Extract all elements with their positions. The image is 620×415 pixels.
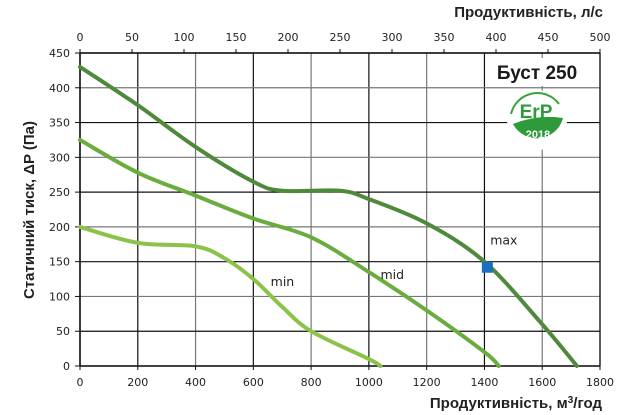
y-tick-label: 0 bbox=[63, 360, 70, 373]
curve-mid bbox=[78, 137, 501, 368]
performance-curves bbox=[78, 64, 579, 368]
svg-text:ErP: ErP bbox=[520, 102, 553, 123]
y-tick-label: 100 bbox=[49, 290, 70, 303]
x-axis-ticks-ls: 0 50 100 150 200 250 300 350 400 450 500 bbox=[77, 31, 611, 53]
x-top-tick-label: 50 bbox=[125, 31, 139, 44]
y-tick-label: 450 bbox=[49, 47, 70, 60]
x-tick-label: 1200 bbox=[413, 376, 441, 389]
x-top-tick-label: 300 bbox=[382, 31, 403, 44]
max-point-marker bbox=[481, 261, 493, 273]
y-tick-label: 400 bbox=[49, 82, 70, 95]
y-axis-title: Статичний тиск, ΔP (Па) bbox=[21, 121, 38, 299]
model-title: Буст 250 bbox=[497, 63, 577, 84]
x-top-tick-label: 0 bbox=[77, 31, 84, 44]
x-tick-label: 1000 bbox=[355, 376, 383, 389]
curve-min bbox=[78, 224, 383, 368]
y-tick-label: 300 bbox=[49, 151, 70, 164]
x-top-tick-label: 450 bbox=[538, 31, 559, 44]
x-top-tick-label: 500 bbox=[590, 31, 611, 44]
x-top-tick-label: 150 bbox=[226, 31, 247, 44]
y-tick-label: 350 bbox=[49, 117, 70, 130]
x-tick-label: 1800 bbox=[586, 376, 614, 389]
x-tick-label: 0 bbox=[77, 376, 84, 389]
y-tick-label: 50 bbox=[56, 325, 70, 338]
x-top-tick-label: 400 bbox=[486, 31, 507, 44]
curve-max bbox=[78, 64, 579, 368]
x-top-tick-label: 250 bbox=[330, 31, 351, 44]
x-top-tick-label: 350 bbox=[434, 31, 455, 44]
x-tick-label: 1400 bbox=[470, 376, 498, 389]
curve-label-mid: mid bbox=[380, 267, 404, 282]
x-top-tick-label: 100 bbox=[174, 31, 195, 44]
y-tick-label: 250 bbox=[49, 186, 70, 199]
x-tick-label: 800 bbox=[301, 376, 322, 389]
x-axis-ticks-m3h: 0 200 400 600 800 1000 1200 1400 1600 1800 bbox=[77, 366, 614, 389]
x-tick-label: 1600 bbox=[528, 376, 556, 389]
x-tick-label: 600 bbox=[243, 376, 264, 389]
y-axis-ticks: 0 50 100 150 200 250 300 350 400 450 bbox=[49, 47, 80, 373]
x-axis-title-bottom: Продуктивність, м3/год bbox=[430, 395, 603, 413]
y-tick-label: 200 bbox=[49, 221, 70, 234]
x-tick-label: 200 bbox=[127, 376, 148, 389]
curve-labels: max mid min bbox=[271, 232, 518, 289]
curve-label-max: max bbox=[490, 232, 517, 247]
erp-2018-badge-icon: ErP 2018 bbox=[507, 90, 567, 150]
x-tick-label: 400 bbox=[185, 376, 206, 389]
x-axis-title-top: Продуктивність, л/с bbox=[454, 4, 603, 21]
model-title-box: Буст 250 bbox=[488, 58, 586, 86]
svg-text:2018: 2018 bbox=[526, 129, 550, 141]
y-tick-label: 150 bbox=[49, 256, 70, 269]
curve-label-min: min bbox=[271, 274, 295, 289]
x-top-tick-label: 200 bbox=[278, 31, 299, 44]
